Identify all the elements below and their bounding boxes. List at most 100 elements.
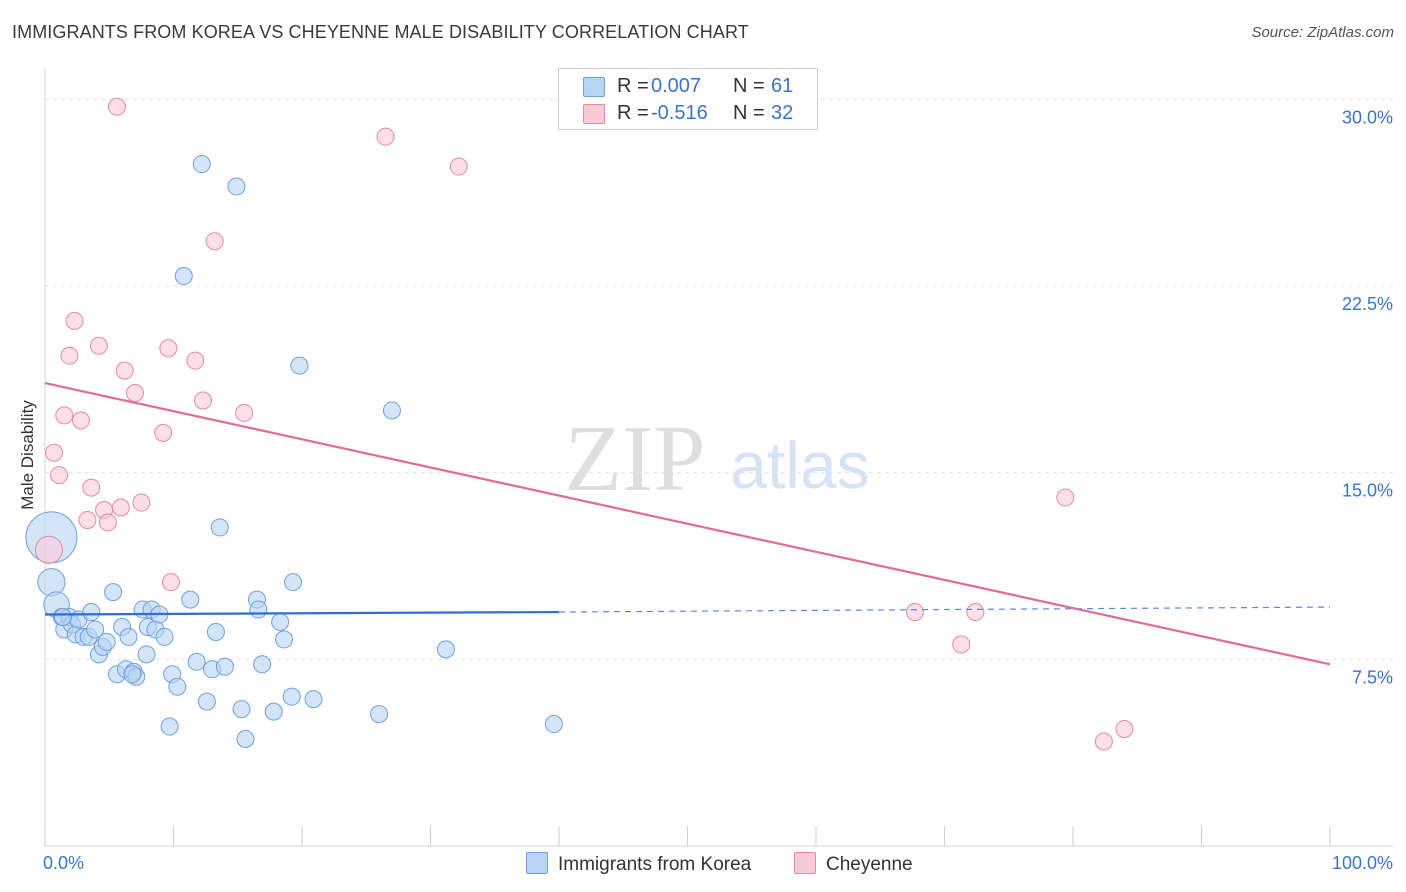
watermark: ZIP atlas — [565, 407, 870, 511]
cheyenne-point — [44, 443, 63, 462]
korea-point — [382, 401, 401, 420]
korea-point — [304, 690, 323, 709]
y-tick-label: 7.5% — [1352, 667, 1393, 687]
series-korea-points — [25, 155, 563, 748]
cheyenne-point — [89, 336, 108, 355]
cheyenne-point — [235, 403, 254, 422]
cheyenne-point — [125, 384, 144, 403]
legend-r-value-korea: 0.007 — [651, 75, 702, 97]
cheyenne-point — [194, 391, 213, 410]
cheyenne-point — [1094, 732, 1113, 751]
korea-point — [181, 590, 200, 609]
korea-point — [275, 630, 294, 649]
korea-point — [210, 518, 229, 537]
korea-point — [119, 627, 138, 646]
korea-point — [232, 700, 251, 719]
cheyenne-point — [952, 635, 971, 654]
korea-point — [206, 622, 225, 641]
cheyenne-point — [161, 573, 180, 592]
korea-point — [264, 702, 283, 721]
cheyenne-point — [111, 498, 130, 517]
cheyenne-trend-line — [44, 381, 1331, 666]
x-tick-label: 0.0% — [43, 853, 84, 873]
y-tick-label: 15.0% — [1342, 481, 1393, 501]
legend-n-label: N = — [733, 102, 765, 124]
korea-trend-line-extended — [558, 606, 1331, 613]
cheyenne-point — [132, 493, 151, 512]
cheyenne-point — [1115, 720, 1134, 739]
tick-labels: 7.5% 15.0% 22.5% 30.0% 0.0% 100.0% — [43, 107, 1393, 873]
axes — [44, 68, 1393, 847]
cheyenne-point — [186, 351, 205, 370]
korea-point — [282, 687, 301, 706]
korea-point — [137, 645, 156, 664]
cheyenne-point — [71, 411, 90, 430]
korea-point — [187, 652, 206, 671]
korea-point — [53, 608, 72, 627]
korea-point — [97, 632, 116, 651]
legend-label-cheyenne: Cheyenne — [826, 854, 913, 875]
korea-point — [123, 665, 142, 684]
korea-point — [160, 717, 179, 736]
legend-n-label: N = — [733, 75, 765, 97]
grid-lines — [45, 98, 1393, 660]
korea-point — [436, 640, 455, 659]
legend-r-label: R = — [617, 102, 649, 124]
y-tick-label: 30.0% — [1342, 107, 1393, 127]
cheyenne-point — [154, 423, 173, 442]
watermark-atlas: atlas — [730, 428, 869, 502]
legend-item-korea: Immigrants from Korea — [526, 852, 751, 876]
series-cheyenne-points — [34, 97, 1134, 751]
korea-point — [155, 627, 174, 646]
legend-r-label: R = — [617, 75, 649, 97]
korea-point — [284, 573, 303, 592]
legend-swatch-korea — [583, 77, 605, 97]
legend-item-cheyenne: Cheyenne — [794, 852, 913, 876]
legend-swatch-cheyenne — [583, 104, 605, 124]
cheyenne-point — [449, 157, 468, 176]
korea-point — [215, 657, 234, 676]
legend-n-value-cheyenne: 32 — [771, 102, 794, 124]
cheyenne-point — [905, 603, 924, 622]
cheyenne-point — [98, 513, 117, 532]
y-tick-label: 22.5% — [1342, 294, 1393, 314]
korea-point — [236, 729, 255, 748]
korea-point — [290, 356, 309, 375]
cheyenne-point — [1056, 488, 1075, 507]
cheyenne-point — [107, 97, 126, 116]
cheyenne-point — [159, 339, 178, 358]
korea-point — [253, 655, 272, 674]
legend-swatch-cheyenne — [794, 852, 816, 874]
korea-trend-line — [44, 610, 560, 616]
cheyenne-point — [55, 406, 74, 425]
korea-point — [227, 177, 246, 196]
korea-point — [86, 620, 105, 639]
legend-n-value-korea: 61 — [771, 75, 794, 97]
cheyenne-point — [205, 232, 224, 251]
korea-point — [370, 705, 389, 724]
trend-lines — [44, 381, 1331, 666]
cheyenne-point — [60, 346, 79, 365]
cheyenne-point — [65, 311, 84, 330]
source-label: Source: ZipAtlas.com — [1251, 24, 1394, 41]
korea-point — [544, 715, 563, 734]
korea-point — [249, 600, 268, 619]
legend-label-korea: Immigrants from Korea — [558, 854, 752, 875]
watermark-zip: ZIP — [565, 407, 706, 511]
korea-point — [104, 583, 123, 602]
cheyenne-point — [966, 603, 985, 622]
x-tick-label: 100.0% — [1332, 853, 1393, 873]
cheyenne-point — [78, 510, 97, 529]
korea-point — [271, 613, 290, 631]
legend-swatch-korea — [526, 852, 548, 874]
chart-title: IMMIGRANTS FROM KOREA VS CHEYENNE MALE D… — [12, 22, 749, 42]
korea-point — [168, 677, 187, 696]
korea-point — [197, 692, 216, 711]
y-axis-label: Male Disability — [18, 400, 37, 510]
legend-stats: R = 0.007 N = 61 R = -0.516 N = 32 — [558, 68, 818, 130]
cheyenne-point — [50, 466, 69, 485]
cheyenne-point — [34, 535, 63, 564]
korea-point — [174, 267, 193, 286]
cheyenne-point — [115, 361, 134, 380]
